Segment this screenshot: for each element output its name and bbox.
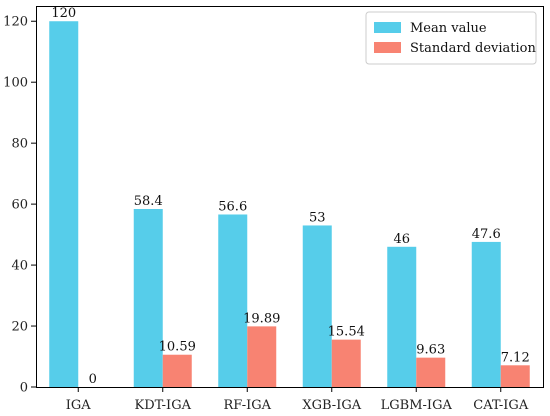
bar-standard-deviation xyxy=(247,326,277,387)
y-tick-label: 60 xyxy=(11,198,28,213)
y-tick-label: 20 xyxy=(11,320,28,335)
data-label: 56.6 xyxy=(218,199,247,214)
data-labels: 120 0 58.4 10.59 56.6 19.89 53 15.54 46 9.63 47.6 7… xyxy=(51,6,529,387)
data-label: 0 xyxy=(89,372,97,387)
data-label: 120 xyxy=(51,6,76,21)
bar-mean-value xyxy=(218,214,248,387)
legend-swatch xyxy=(374,22,401,33)
data-label: 15.54 xyxy=(328,325,365,340)
y-tick-label: 80 xyxy=(11,137,28,152)
x-tick-label: RF-IGA xyxy=(223,398,271,413)
bar-standard-deviation xyxy=(416,357,446,387)
y-tick-label: 100 xyxy=(3,76,28,91)
plot-frame xyxy=(36,6,544,388)
bar-mean-value xyxy=(49,21,79,388)
data-label: 9.63 xyxy=(416,343,445,358)
data-label: 58.4 xyxy=(134,194,163,209)
data-label: 46 xyxy=(393,232,410,247)
legend-label: Mean value xyxy=(410,21,487,36)
data-label: 19.89 xyxy=(243,311,280,326)
x-tick-label: KDT-IGA xyxy=(135,398,192,413)
legend-box xyxy=(365,11,537,65)
bars xyxy=(49,21,530,388)
y-axis: 0 20 40 60 80 100 120 xyxy=(3,15,36,396)
legend-swatch xyxy=(374,42,401,53)
x-tick-label: XGB-IGA xyxy=(302,398,361,413)
data-label: 10.59 xyxy=(159,340,196,355)
data-label: 7.12 xyxy=(501,350,530,365)
bar-standard-deviation xyxy=(331,339,361,387)
y-tick-label: 120 xyxy=(3,15,28,30)
bar-mean-value xyxy=(471,241,501,387)
bar-mean-value xyxy=(302,225,332,387)
x-axis: IGA KDT-IGA RF-IGA XGB-IGA LGBM-IGA CAT-IGA xyxy=(66,387,529,413)
bar-mean-value xyxy=(387,246,417,387)
bar-standard-deviation xyxy=(500,365,530,387)
data-label: 53 xyxy=(309,210,326,225)
y-tick-label: 40 xyxy=(11,259,28,274)
bar-mean-value xyxy=(133,208,163,387)
x-tick-label: IGA xyxy=(66,398,92,413)
y-tick-label: 0 xyxy=(20,381,28,396)
legend: Mean value Standard deviation xyxy=(365,11,537,65)
x-tick-label: CAT-IGA xyxy=(473,398,529,413)
legend-label: Standard deviation xyxy=(410,41,536,56)
x-tick-label: LGBM-IGA xyxy=(381,398,453,413)
data-label: 47.6 xyxy=(472,227,501,242)
bar-standard-deviation xyxy=(162,354,192,387)
